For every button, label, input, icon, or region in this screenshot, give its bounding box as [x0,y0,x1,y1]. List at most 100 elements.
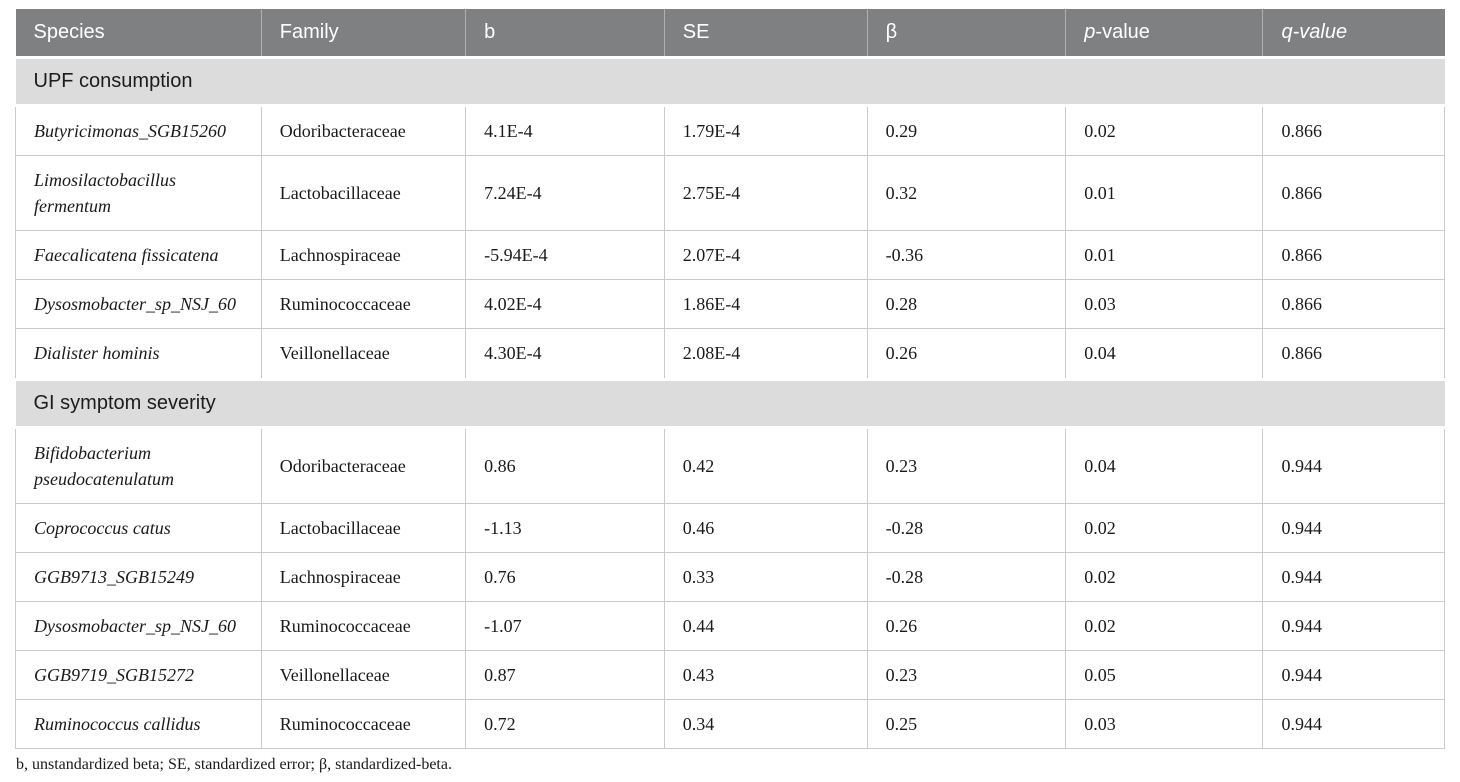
table-footnote: b, unstandardized beta; SE, standardized… [16,756,452,774]
family-cell: Veillonellaceae [260,328,467,380]
family-cell: Lachnospiraceae [260,230,467,281]
q-value-label: q-value [1281,21,1348,43]
q-value-cell: 0.866 [1262,155,1445,232]
section-title: UPF consumption [15,56,1445,107]
beta-cell: 0.28 [866,279,1067,330]
beta-cell: -0.28 [866,502,1067,553]
se-cell: 2.07E-4 [663,230,868,281]
family-cell: Odoribacteraceae [260,104,467,157]
section-header-row-upf: UPF consumption [15,56,1445,107]
p-value-cell: 0.04 [1065,426,1264,504]
beta-cell: -0.36 [866,230,1067,281]
species-cell: Dialister hominis [15,328,262,380]
column-header-family: Family [260,9,466,58]
table-row: Bifidobacterium pseudocatenulatum Odorib… [15,426,1445,504]
section-header-row-gi: GI symptom severity [15,377,1445,429]
p-value-cell: 0.02 [1065,104,1264,157]
family-cell: Veillonellaceae [260,650,467,701]
se-cell: 0.42 [663,426,868,504]
family-cell: Ruminococcaceae [260,279,467,330]
b-cell: 0.87 [465,650,665,701]
q-value-cell: 0.866 [1262,328,1445,380]
q-value-cell: 0.944 [1262,551,1445,602]
q-value-cell: 0.944 [1262,650,1445,701]
family-cell: Lachnospiraceae [260,551,467,602]
se-cell: 1.79E-4 [663,104,868,157]
family-cell: Lactobacillaceae [260,155,467,232]
p-value-cell: 0.02 [1065,502,1264,553]
b-cell: -1.13 [465,502,665,553]
table-row: Butyricimonas_SGB15260 Odoribacteraceae … [15,104,1445,157]
b-cell: 0.72 [465,699,665,750]
species-cell: GGB9713_SGB15249 [15,551,262,602]
column-header-se: SE [663,9,868,58]
column-header-b: b [465,9,665,58]
beta-cell: 0.26 [866,328,1067,380]
beta-cell: 0.29 [866,104,1067,157]
se-cell: 0.44 [663,600,868,652]
se-cell: 1.86E-4 [663,279,868,330]
species-cell: Bifidobacterium pseudocatenulatum [15,426,262,504]
species-cell: Dysosmobacter_sp_NSJ_60 [15,279,262,330]
p-value-cell: 0.02 [1065,551,1264,602]
b-cell: 4.1E-4 [465,104,665,157]
beta-cell: 0.25 [866,699,1067,750]
p-value-italic-part: p [1084,21,1096,43]
species-cell: Ruminococcus callidus [15,699,262,750]
se-cell: 0.43 [663,650,868,701]
q-value-cell: 0.944 [1262,426,1445,504]
species-cell: Faecalicatena fissicatena [15,230,262,281]
table-row: GGB9713_SGB15249 Lachnospiraceae 0.76 0.… [15,551,1445,602]
beta-cell: 0.32 [866,155,1067,232]
species-cell: GGB9719_SGB15272 [15,650,262,701]
beta-cell: -0.28 [866,551,1067,602]
beta-cell: 0.23 [866,650,1067,701]
column-header-beta: β [866,9,1066,58]
beta-cell: 0.26 [866,600,1067,652]
q-value-cell: 0.866 [1262,279,1445,330]
family-cell: Lactobacillaceae [260,502,467,553]
p-value-cell: 0.04 [1065,328,1264,380]
p-value-cell: 0.02 [1065,600,1264,652]
table-row: Dysosmobacter_sp_NSJ_60 Ruminococcaceae … [15,279,1445,330]
p-value-cell: 0.01 [1065,230,1264,281]
table-row: Limosilactobacillus fermentum Lactobacil… [15,155,1445,232]
se-cell: 0.46 [663,502,868,553]
q-value-cell: 0.866 [1262,104,1445,157]
q-value-cell: 0.944 [1262,502,1445,553]
table-row: Dysosmobacter_sp_NSJ_60 Ruminococcaceae … [15,600,1445,652]
species-cell: Butyricimonas_SGB15260 [15,104,262,157]
q-value-cell: 0.944 [1262,699,1445,750]
results-table: Species Family b SE β p-value q-value UP… [15,9,1445,750]
beta-cell: 0.23 [866,426,1067,504]
b-cell: -5.94E-4 [465,230,665,281]
table-row: Faecalicatena fissicatena Lachnospiracea… [15,230,1445,281]
q-value-cell: 0.944 [1262,600,1445,652]
b-cell: 4.02E-4 [465,279,665,330]
family-cell: Odoribacteraceae [260,426,467,504]
column-header-q-value: q-value [1262,9,1445,58]
b-cell: 0.76 [465,551,665,602]
family-cell: Ruminococcaceae [260,600,467,652]
b-cell: 4.30E-4 [465,328,665,380]
se-cell: 0.33 [663,551,868,602]
p-value-cell: 0.01 [1065,155,1264,232]
table-row: Dialister hominis Veillonellaceae 4.30E-… [15,328,1445,380]
b-cell: 0.86 [465,426,665,504]
p-value-cell: 0.03 [1065,699,1264,750]
p-value-rest-part: -value [1095,21,1150,43]
column-header-species: Species [15,9,262,58]
species-cell: Coprococcus catus [15,502,262,553]
table-header-row: Species Family b SE β p-value q-value [15,9,1445,58]
table-row: Coprococcus catus Lactobacillaceae -1.13… [15,502,1445,553]
se-cell: 2.75E-4 [663,155,868,232]
p-value-cell: 0.03 [1065,279,1264,330]
p-value-cell: 0.05 [1065,650,1264,701]
section-title: GI symptom severity [15,377,1445,429]
b-cell: 7.24E-4 [465,155,665,232]
se-cell: 0.34 [663,699,868,750]
family-cell: Ruminococcaceae [260,699,467,750]
table-row: GGB9719_SGB15272 Veillonellaceae 0.87 0.… [15,650,1445,701]
column-header-p-value: p-value [1065,9,1263,58]
